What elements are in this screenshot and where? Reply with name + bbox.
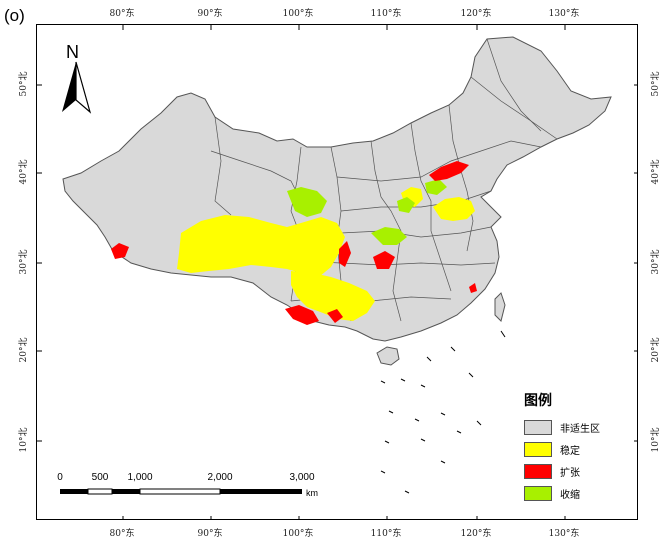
china-map (37, 25, 637, 519)
lon-tick-top-120: 120°东 (460, 9, 492, 19)
lon-tick-top-100: 100°东 (282, 9, 314, 19)
expansion-beijing-region (429, 161, 469, 181)
legend-label-contraction: 收缩 (560, 489, 580, 501)
expansion-hubei-region (373, 251, 395, 269)
legend-item-stable: 稳定 (524, 438, 638, 460)
lon-tick-top-90: 90°东 (197, 9, 223, 19)
expansion-east-coast-region (469, 283, 477, 293)
lon-tick-bottom-90: 90°东 (197, 529, 223, 539)
legend-swatch-non-suitable (524, 419, 552, 435)
stable-sichuan-yunnan-region (291, 271, 375, 321)
lat-tick-left-10: 10°北 (18, 427, 29, 453)
legend-swatch-contraction (524, 485, 552, 501)
scale-unit: km (306, 488, 318, 498)
map-frame (36, 24, 638, 520)
lat-tick-left-20: 20°北 (18, 337, 29, 363)
legend-title: 图例 (524, 393, 552, 409)
lat-tick-right-10: 10°北 (650, 427, 661, 453)
north-label: N (66, 42, 79, 62)
lon-tick-bottom-100: 100°东 (282, 529, 314, 539)
scale-tick-500: 500 (91, 472, 109, 483)
south-china-sea-islands (380, 330, 506, 494)
legend-swatch-expansion (524, 463, 552, 479)
contraction-north-region (425, 179, 447, 195)
expansion-southwest-tibet-region (111, 243, 129, 259)
legend-label-stable: 稳定 (560, 445, 580, 457)
scale-tick-1000: 1,000 (127, 472, 153, 483)
lat-tick-left-30: 30°北 (18, 249, 29, 275)
legend: 图例 非适生区 稳定 扩张 收缩 (518, 390, 638, 504)
legend-swatch-stable (524, 441, 552, 457)
lat-tick-left-50: 50°北 (18, 71, 29, 97)
stable-tibet-region (177, 215, 345, 277)
lat-tick-right-30: 30°北 (650, 249, 661, 275)
north-arrow-icon (62, 61, 92, 114)
lon-tick-bottom-120: 120°东 (460, 529, 492, 539)
lon-tick-top-110: 110°东 (370, 9, 402, 19)
hainan-island (376, 346, 400, 366)
scale-bar: 0 500 1,000 2,000 3,000 (57, 472, 318, 502)
graticule-ticks (37, 25, 637, 519)
scale-tick-2000: 2,000 (207, 472, 233, 483)
lat-tick-right-20: 20°北 (650, 337, 661, 363)
legend-item-contraction: 收缩 (524, 482, 638, 504)
contraction-central-region (371, 227, 407, 245)
contraction-regions (287, 179, 447, 245)
lon-tick-top-80: 80°东 (109, 9, 135, 19)
expansion-yunnan-region (285, 305, 319, 325)
legend-label-expansion: 扩张 (560, 467, 580, 479)
contraction-qilian-region (287, 187, 327, 217)
expansion-sichuan-region (339, 241, 351, 267)
lon-tick-bottom-130: 130°东 (548, 529, 580, 539)
lat-tick-right-40: 40°北 (650, 159, 661, 185)
panel-label: (o) (4, 6, 25, 25)
scale-tick-0: 0 (57, 472, 63, 483)
contraction-loess-region (397, 197, 415, 213)
expansion-yunnan-east-region (327, 309, 343, 323)
stable-north-china-region (433, 197, 475, 221)
taiwan-island (494, 292, 506, 322)
lon-tick-bottom-80: 80°东 (109, 529, 135, 539)
scale-tick-3000: 3,000 (289, 472, 315, 483)
legend-item-non-suitable: 非适生区 (524, 416, 638, 438)
legend-label-non-suitable: 非适生区 (560, 423, 600, 435)
legend-item-expansion: 扩张 (524, 460, 638, 482)
lon-tick-bottom-110: 110°东 (370, 529, 402, 539)
lat-tick-right-50: 50°北 (650, 71, 661, 97)
lon-tick-top-130: 130°东 (548, 9, 580, 19)
expansion-regions (111, 161, 477, 325)
lat-tick-left-40: 40°北 (18, 159, 29, 185)
scale-bar-graphic (60, 488, 302, 495)
